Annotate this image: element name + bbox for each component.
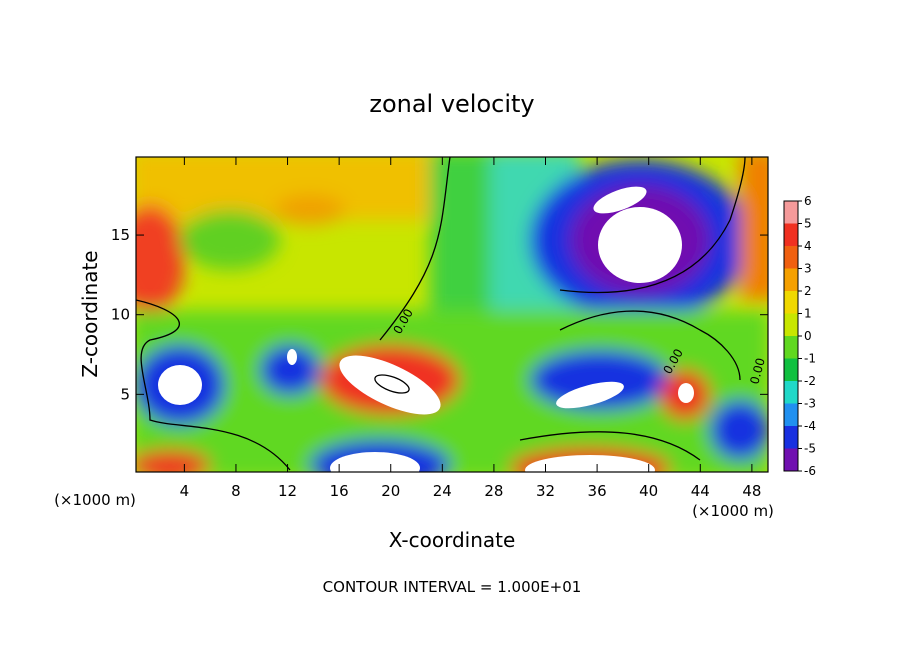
x-tick-label: 24 xyxy=(433,482,452,500)
x-axis-label: X-coordinate xyxy=(389,528,516,552)
colorbar-band xyxy=(784,358,798,381)
y-tick-label: 15 xyxy=(111,226,130,244)
x-tick-label: 16 xyxy=(330,482,349,500)
colorbar-tick-label: 6 xyxy=(804,194,812,208)
x-tick-label: 28 xyxy=(484,482,503,500)
colorbar-band xyxy=(784,201,798,224)
colorbar-band xyxy=(784,403,798,426)
colorbar-tick-label: -3 xyxy=(804,397,816,411)
y-tick-label: 10 xyxy=(111,306,130,324)
x-tick-label: 48 xyxy=(742,482,761,500)
x-tick-label: 40 xyxy=(639,482,658,500)
x-tick-label: 20 xyxy=(381,482,400,500)
y-axis-label: Z-coordinate xyxy=(78,250,102,377)
x-tick-label: 32 xyxy=(536,482,555,500)
x-tick-label: 36 xyxy=(588,482,607,500)
colorbar-band xyxy=(784,448,798,471)
colorbar-band xyxy=(784,223,798,246)
colorbar-tick-label: -2 xyxy=(804,374,816,388)
colorbar-band xyxy=(784,426,798,449)
colorbar-tick-label: -4 xyxy=(804,419,816,433)
colorbar-tick-label: 2 xyxy=(804,284,812,298)
colorbar-tick-label: 4 xyxy=(804,239,812,253)
y-tick-label: 5 xyxy=(120,385,130,403)
y-unit: (×1000 m) xyxy=(54,491,136,509)
contour-label: 0.00 xyxy=(747,356,767,385)
colorbar-band xyxy=(784,381,798,404)
colorbar-band xyxy=(784,336,798,359)
field xyxy=(136,157,768,472)
colorbar-tick-label: -5 xyxy=(804,442,816,456)
colorbar-band xyxy=(784,291,798,314)
colorbar-tick-label: 0 xyxy=(804,329,812,343)
x-tick-label: 44 xyxy=(691,482,710,500)
x-unit: (×1000 m) xyxy=(692,502,774,520)
x-tick-label: 12 xyxy=(278,482,297,500)
colorbar-tick-label: -6 xyxy=(804,464,816,478)
colorbar-tick-label: -1 xyxy=(804,352,816,366)
colorbar-tick-label: 5 xyxy=(804,217,812,231)
colorbar-band xyxy=(784,313,798,336)
colorbar-tick-label: 1 xyxy=(804,307,812,321)
x-tick-label: 4 xyxy=(180,482,190,500)
colorbar-tick-label: 3 xyxy=(804,262,812,276)
colorbar-band xyxy=(784,246,798,269)
colorbar-band xyxy=(784,268,798,291)
chart-title: zonal velocity xyxy=(369,90,534,118)
x-tick-label: 8 xyxy=(231,482,241,500)
footer: CONTOUR INTERVAL = 1.000E+01 xyxy=(323,578,582,596)
